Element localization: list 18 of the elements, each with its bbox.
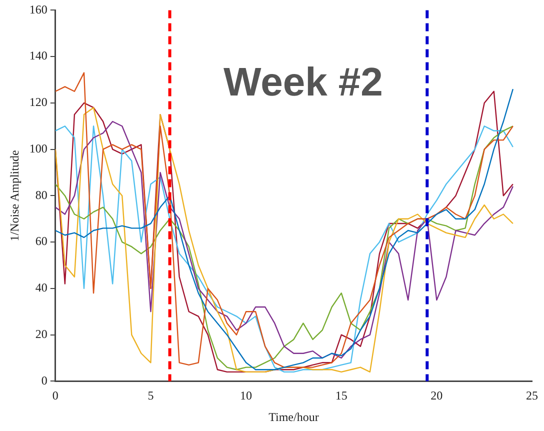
x-tick-label: 15 [335,388,348,403]
y-tick-label: 40 [35,280,48,295]
y-tick-label: 120 [29,95,48,110]
y-axis-title: 1/Noise Amplitude [7,150,22,242]
x-tick-label: 5 [148,388,154,403]
annotation: Week #2 [224,60,383,104]
y-tick-label: 80 [35,188,48,202]
x-tick-label: 20 [430,388,443,403]
y-tick-label: 0 [41,373,48,388]
y-tick-label: 140 [29,48,48,63]
y-tick-label: 100 [29,141,48,156]
x-axis-title: Time/hour [268,410,319,424]
y-tick-label: 20 [35,326,48,341]
x-tick-label: 0 [52,388,58,403]
y-tick-label: 60 [35,234,48,248]
x-tick-label: 25 [526,388,538,403]
x-tick-label: 10 [240,388,252,403]
y-tick-label: 160 [29,2,48,16]
